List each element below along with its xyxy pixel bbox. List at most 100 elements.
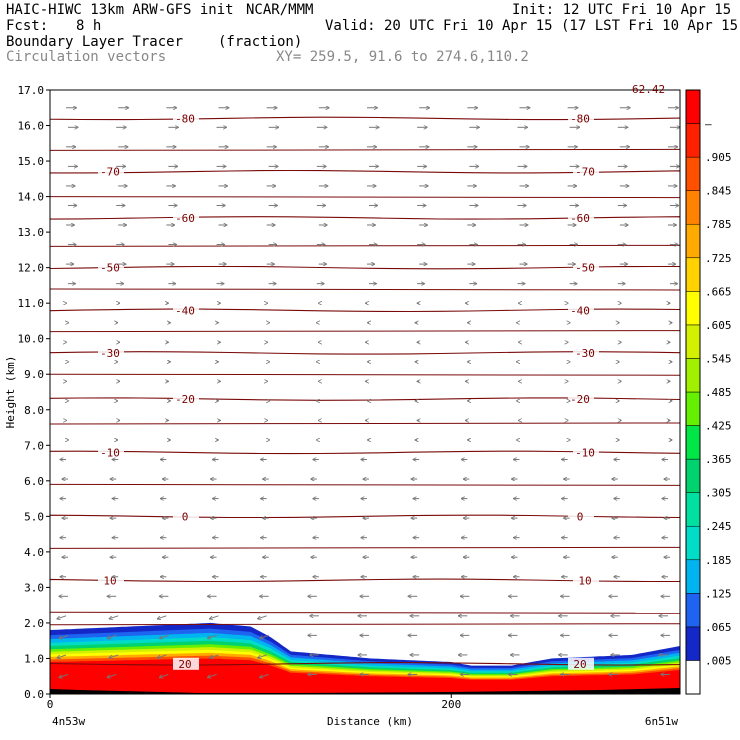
y-tick-label: 4.0 (24, 546, 44, 559)
colorbar-label: .065 (705, 621, 732, 634)
colorbar-swatch (685, 257, 701, 292)
colorbar-label: .545 (705, 352, 732, 365)
isotherm-7 (50, 483, 680, 486)
circulation-vectors (57, 108, 680, 678)
y-axis-label: Height (km) (4, 356, 17, 429)
vector-arrow (159, 673, 169, 677)
y-tick-label: 10.0 (18, 333, 45, 346)
overlay-name: Circulation vectors (6, 49, 167, 65)
vector-arrow (260, 634, 269, 638)
vector-arrow (210, 615, 219, 619)
vector-arrow (59, 673, 69, 677)
colorbar-label: .725 (705, 252, 732, 265)
colorbar-swatch (685, 593, 701, 628)
vector-arrow (210, 654, 219, 658)
vector-arrow (107, 634, 117, 638)
temperature-contours: -80 -80 -70 -70 -60 -60 -50 -50 -40 -40 -30 -30 -20 -… (50, 112, 680, 671)
colorbar-swatch (685, 525, 701, 561)
isotherm-10 (50, 623, 680, 626)
y-tick-label: 7.0 (24, 439, 44, 452)
vector-arrow (258, 615, 267, 619)
colorbar-label: .185 (705, 554, 732, 567)
contour-label--80-1: -80 (570, 112, 590, 125)
contour-label--50-0: -50 (100, 262, 120, 275)
vector-arrow (109, 615, 119, 619)
contour-label--30-1: -30 (575, 347, 595, 360)
contour-label-0-1: 0 (577, 510, 584, 523)
colorbar-swatch (685, 660, 701, 695)
contour-label--60-1: -60 (570, 212, 590, 225)
y-tick-label: 2.0 (24, 617, 44, 630)
colorbar-swatch (685, 358, 701, 393)
x-tick-label: 0 (47, 698, 54, 711)
vector-arrow (57, 654, 67, 658)
isotherm-2 (50, 244, 680, 247)
forecast-hour: 8 h (76, 18, 102, 34)
y-tick-label: 15.0 (18, 155, 45, 168)
contour--80 (50, 116, 680, 121)
colorbar-swatch (685, 156, 701, 191)
contour-label--20-1: -20 (570, 393, 590, 406)
contour-label-20-1: 20 (573, 658, 586, 671)
colorbar-label: .425 (705, 420, 732, 433)
colorbar-swatch (685, 458, 701, 493)
isotherm-5 (50, 373, 680, 376)
vector-arrow (157, 654, 167, 658)
colorbar-swatch (685, 123, 701, 158)
y-tick-label: 3.0 (24, 581, 44, 594)
colorbar-label: .665 (705, 285, 732, 298)
corner-label: 62.42 (632, 83, 665, 96)
tracer-band-10 (50, 658, 680, 694)
contour-label--60-0: -60 (175, 212, 195, 225)
colorbar-swatch (685, 324, 701, 359)
contour-label--70-0: -70 (100, 166, 120, 179)
contour-label--10-0: -10 (100, 446, 120, 459)
contour--60 (50, 216, 680, 220)
x-axis-end-label: 6n51w (645, 715, 678, 728)
field-name: Boundary Layer Tracer (6, 34, 184, 50)
x-axis-label: Distance (km) (327, 715, 413, 728)
colorbar-label: .485 (705, 386, 732, 399)
contour-label-10-1: 10 (578, 574, 591, 587)
vector-arrow (258, 654, 267, 658)
colorbar-swatch (685, 291, 701, 326)
isotherm-3 (50, 288, 680, 291)
colorbar-swatch (685, 391, 701, 426)
colorbar-swatch (685, 425, 701, 460)
vector-arrow (157, 615, 167, 619)
contour-label--40-1: -40 (570, 304, 590, 317)
contour-label--70-1: -70 (575, 166, 595, 179)
colorbar-label: .005 (705, 654, 732, 667)
colorbar-label: .305 (705, 487, 732, 500)
org-label: NCAR/MMM (246, 2, 314, 18)
init-time: Init: 12 UTC Fri 10 Apr 15 (512, 2, 732, 18)
vector-arrow (159, 634, 169, 638)
y-tick-label: 14.0 (18, 191, 45, 204)
vector-arrow (260, 673, 269, 677)
y-tick-label: 12.0 (18, 262, 45, 275)
colorbar-swatch (685, 223, 701, 259)
colorbar: .005 .065 .125 .185 .245 .305 .365 .425 .485 .545… (685, 89, 732, 695)
contour-20 (50, 662, 680, 666)
colorbar-swatch (685, 190, 701, 225)
contour-label--50-1: -50 (575, 262, 595, 275)
contour-label--80-0: -80 (175, 112, 195, 125)
forecast-label: Fcst: (6, 18, 49, 34)
y-tick-label: 5.0 (24, 510, 44, 523)
isotherm-4 (50, 330, 680, 333)
plot-frame (49, 89, 681, 695)
y-tick-label: 16.0 (18, 120, 45, 133)
colorbar-label: .245 (705, 520, 732, 533)
model-title: HAIC-HIWC 13km ARW-GFS init (6, 2, 234, 18)
contour-label-20-0: 20 (178, 658, 191, 671)
colorbar-label: .125 (705, 587, 732, 600)
contour-label--20-0: -20 (175, 393, 195, 406)
y-tick-label: 6.0 (24, 475, 44, 488)
y-tick-label: 0.0 (24, 688, 44, 701)
vector-arrow (107, 673, 117, 677)
colorbar-swatch (685, 89, 701, 124)
contour--40 (50, 308, 680, 313)
isotherm-8 (50, 546, 680, 549)
contour--20 (50, 397, 680, 401)
field-units: (fraction) (218, 34, 303, 50)
